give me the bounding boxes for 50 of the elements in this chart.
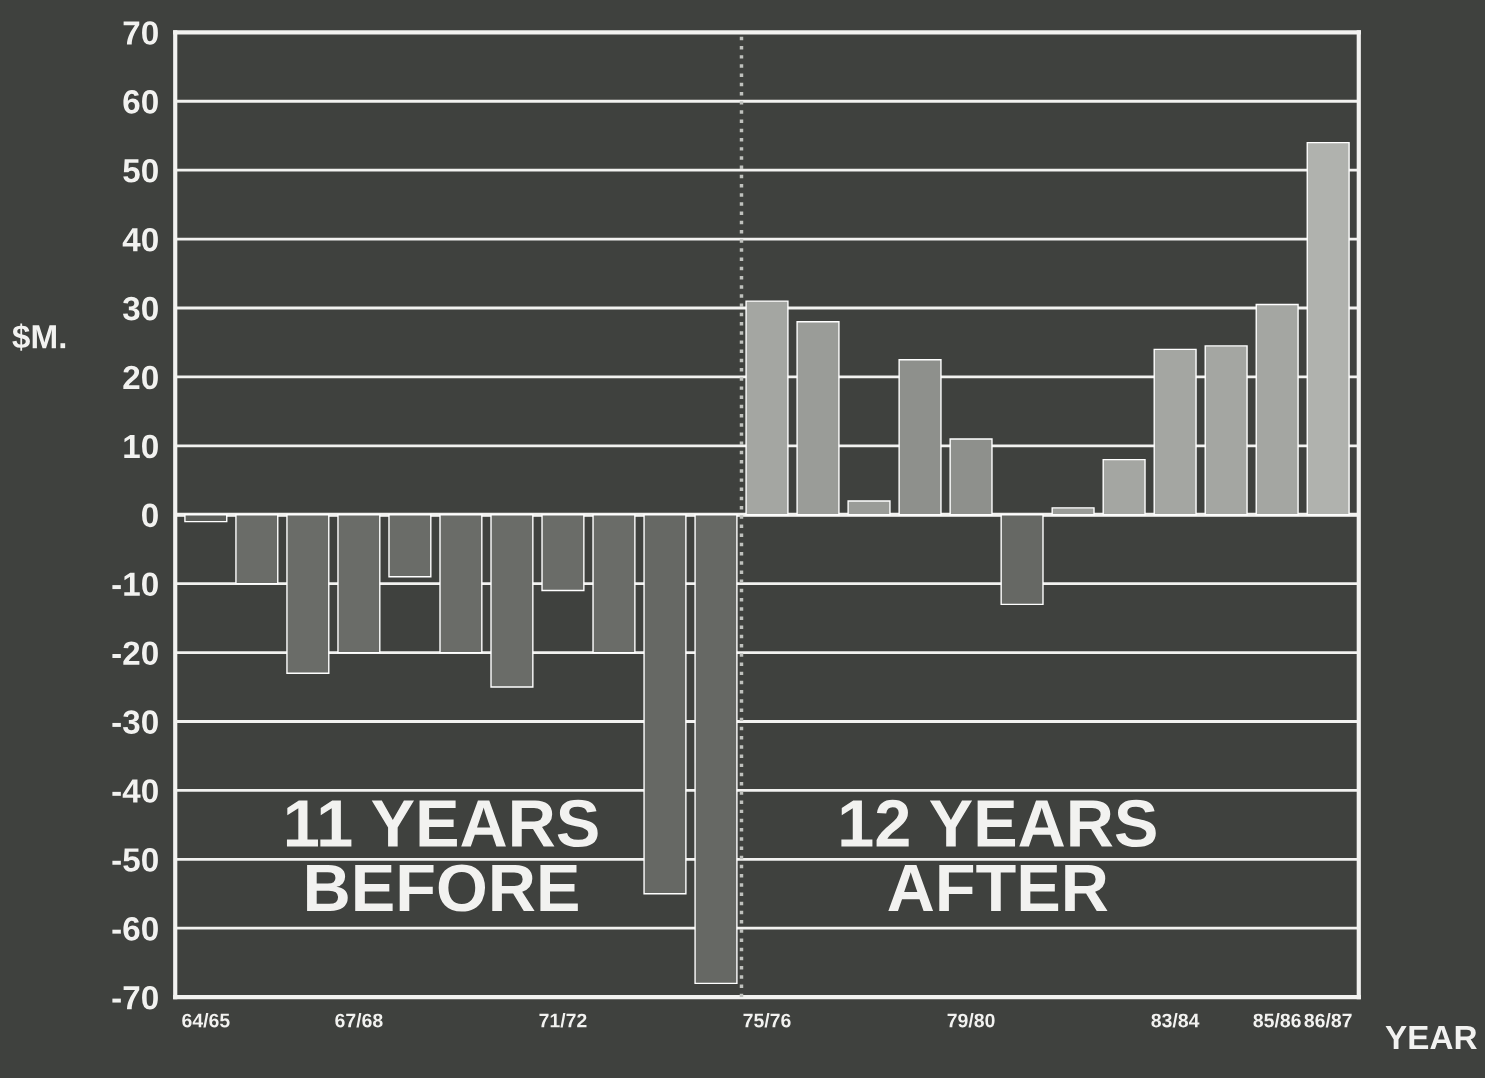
y-tick-label: -70 (112, 985, 158, 1010)
x-tick-label: 83/84 (1151, 1013, 1200, 1028)
annotation: 11 YEARS BEFORE (286, 799, 598, 912)
x-tick-label: 71/72 (539, 1013, 587, 1028)
bar (1306, 141, 1350, 516)
annotation: 12 YEARS AFTER (841, 799, 1156, 911)
bar (490, 514, 534, 688)
bar (745, 300, 789, 516)
bar (388, 514, 432, 578)
bar (1204, 345, 1248, 516)
bar (796, 321, 840, 516)
y-axis-title: $M. (12, 323, 66, 351)
y-tick-label: -50 (112, 848, 158, 872)
bar (592, 514, 636, 654)
y-tick-label: -30 (112, 710, 158, 734)
y-tick-label: 50 (123, 158, 158, 183)
y-tick-label: 40 (122, 227, 158, 252)
y-tick-label: 70 (123, 21, 158, 45)
y-tick-label: -40 (112, 779, 158, 803)
bar (286, 514, 330, 674)
bar (847, 500, 891, 516)
bar (337, 514, 381, 654)
bar (1102, 458, 1146, 516)
bar (184, 514, 228, 523)
bar (1255, 303, 1299, 516)
bar (898, 358, 942, 516)
x-tick-label: 64/65 (182, 1013, 230, 1028)
bar (694, 514, 738, 985)
y-tick-label: -60 (112, 917, 158, 941)
bar (1000, 514, 1044, 606)
bar (949, 438, 993, 516)
bar (439, 514, 483, 654)
x-tick-label: 75/76 (743, 1013, 791, 1028)
x-tick-label: 79/80 (947, 1013, 995, 1028)
y-tick-label: 10 (124, 434, 158, 459)
x-tick-label: 85/86 (1253, 1013, 1301, 1028)
bar (235, 514, 279, 585)
y-tick-label: 30 (122, 296, 158, 321)
y-tick-label: 60 (123, 90, 158, 114)
bar (1153, 348, 1197, 516)
bar (643, 514, 687, 895)
y-tick-label: 0 (142, 503, 158, 528)
y-tick-label: -10 (112, 572, 158, 597)
bar (1051, 507, 1095, 516)
x-axis-title: YEAR (1385, 1025, 1477, 1049)
x-tick-label: 67/68 (335, 1013, 383, 1028)
x-tick-label: 86/87 (1304, 1013, 1352, 1028)
bar (541, 514, 585, 592)
y-tick-label: -20 (112, 641, 158, 665)
y-tick-label: 20 (123, 365, 158, 390)
